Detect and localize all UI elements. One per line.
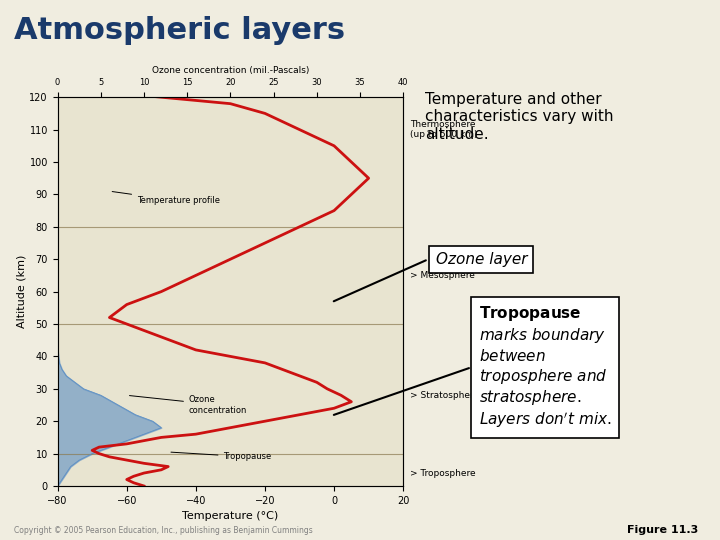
Text: Temperature profile: Temperature profile — [112, 192, 220, 205]
Text: Ozone
concentration: Ozone concentration — [130, 395, 247, 415]
Text: > Troposphere: > Troposphere — [410, 469, 476, 477]
Text: Temperature and other
characteristics vary with
altitude.: Temperature and other characteristics va… — [425, 92, 613, 141]
X-axis label: Temperature (°C): Temperature (°C) — [182, 511, 279, 521]
Text: Figure 11.3: Figure 11.3 — [627, 524, 698, 535]
Text: Atmospheric layers: Atmospheric layers — [14, 16, 346, 45]
Text: Ozone layer: Ozone layer — [436, 252, 527, 267]
Text: > Mesosphere: > Mesosphere — [410, 271, 475, 280]
Text: Tropopause: Tropopause — [171, 452, 271, 461]
Text: Thermosphere
(up to 500 km): Thermosphere (up to 500 km) — [410, 120, 477, 139]
Text: > Stratosphere: > Stratosphere — [410, 391, 480, 400]
Text: $\bf{Tropopause}$
$\it{marks\ boundary}$
$\it{between}$
$\it{troposphere\ and}$
: $\bf{Tropopause}$ $\it{marks\ boundary}$… — [479, 305, 611, 430]
X-axis label: Ozone concentration (mil.-Pascals): Ozone concentration (mil.-Pascals) — [152, 66, 309, 75]
Y-axis label: Altitude (km): Altitude (km) — [17, 255, 27, 328]
Text: Copyright © 2005 Pearson Education, Inc., publishing as Benjamin Cummings: Copyright © 2005 Pearson Education, Inc.… — [14, 525, 313, 535]
